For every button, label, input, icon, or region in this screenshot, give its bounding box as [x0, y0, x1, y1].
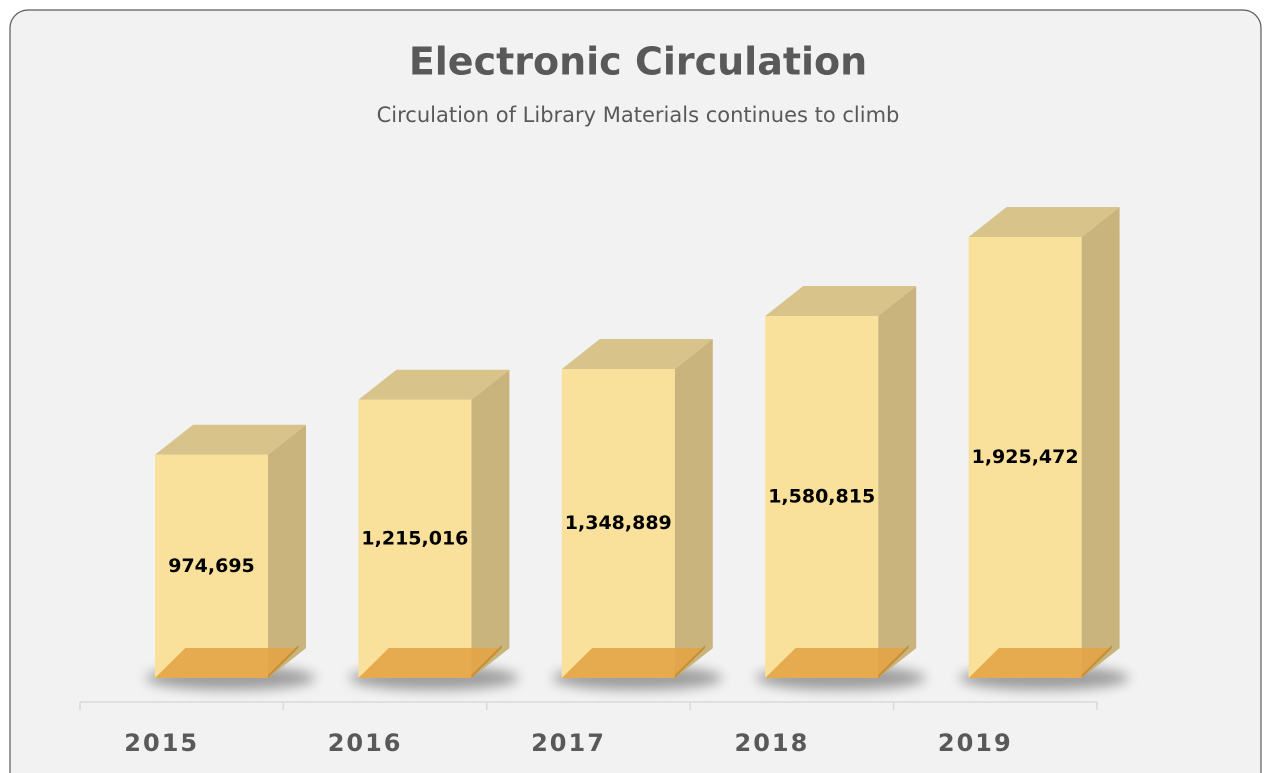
x-tick-label: 2019	[938, 729, 1013, 757]
data-label: 1,215,016	[361, 527, 468, 549]
bar-base	[358, 648, 502, 678]
data-label: 1,348,889	[565, 512, 672, 534]
bar-base	[765, 648, 909, 678]
x-tick-label: 2017	[531, 729, 606, 757]
bar	[561, 369, 675, 678]
x-tick-label: 2016	[328, 729, 403, 757]
bar	[765, 315, 879, 678]
bar-top	[155, 424, 306, 455]
data-label: 974,695	[168, 555, 255, 577]
data-label: 1,580,815	[768, 485, 875, 507]
bar-side	[471, 369, 510, 678]
bar-side	[1081, 207, 1120, 678]
bar-top	[765, 285, 917, 316]
bar-side	[674, 339, 713, 678]
bar-base-side	[674, 645, 706, 678]
bar	[358, 399, 472, 678]
data-label: 1,925,472	[972, 446, 1079, 468]
x-tick-label: 2018	[735, 729, 810, 757]
bar-base-side	[878, 645, 909, 678]
bar-base-side	[1081, 645, 1112, 678]
bar-top	[358, 369, 510, 400]
bar-top	[968, 207, 1120, 237]
bar	[968, 237, 1082, 678]
bar	[155, 454, 268, 678]
bar-side	[268, 424, 306, 678]
bar-base	[155, 648, 299, 678]
bar-base	[561, 648, 706, 678]
bar-side	[878, 285, 917, 678]
chart-subtitle: Circulation of Library Materials continu…	[377, 103, 900, 127]
bar-base-side	[471, 645, 502, 678]
bar-base	[968, 648, 1112, 678]
chart-title: Electronic Circulation	[409, 40, 867, 84]
bar-base-side	[268, 645, 299, 678]
x-tick-label: 2015	[124, 729, 199, 757]
bar-top	[561, 339, 713, 370]
